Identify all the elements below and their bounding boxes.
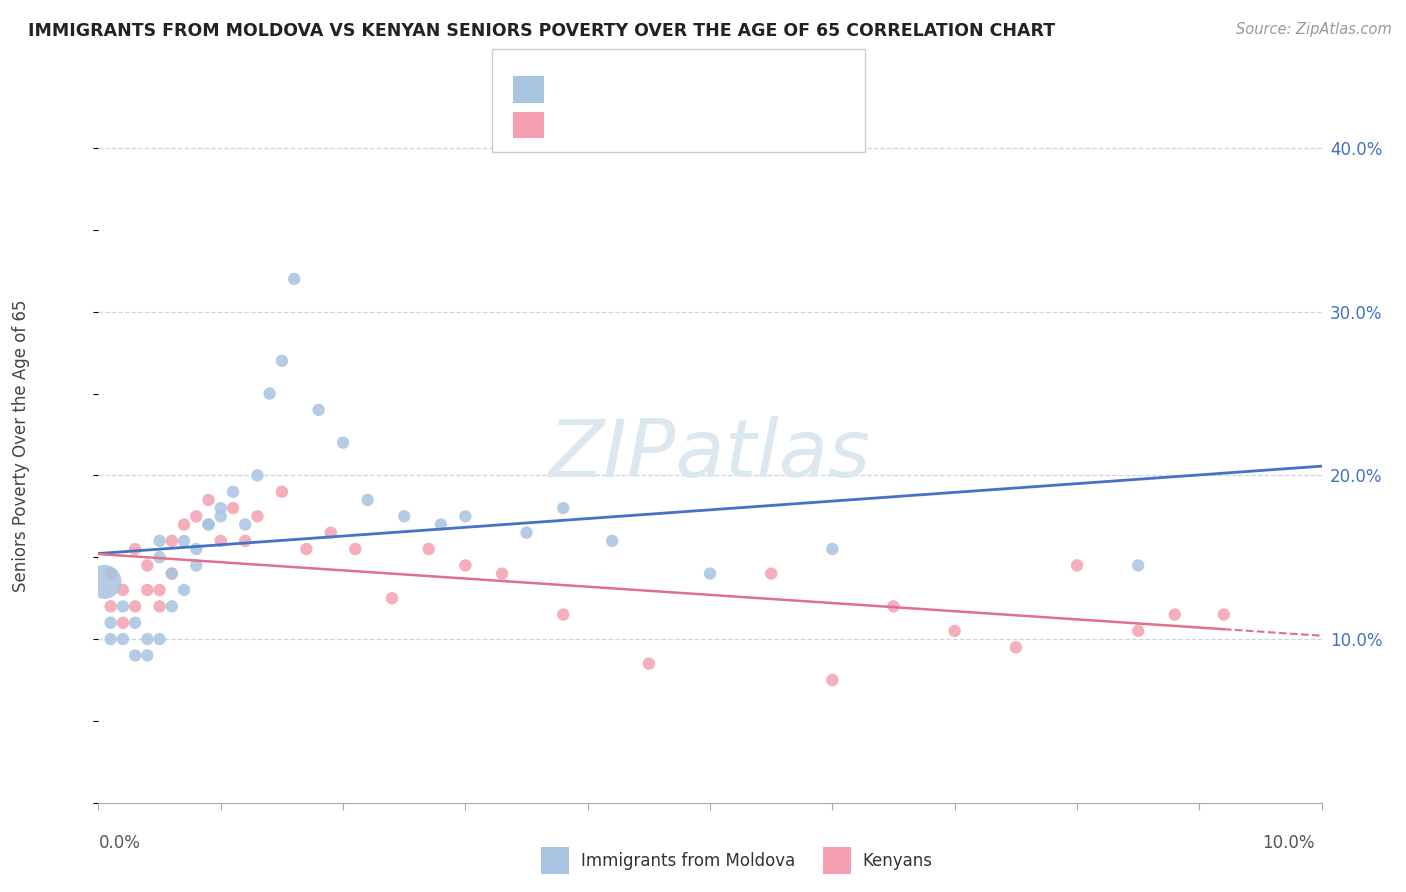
Point	[332, 435, 354, 450]
Point	[111, 632, 134, 646]
Point	[136, 558, 159, 573]
Point	[197, 517, 219, 532]
Point	[136, 632, 159, 646]
Point	[637, 657, 661, 671]
Point	[124, 615, 146, 630]
Text: 10.0%: 10.0%	[1263, 834, 1315, 852]
Point	[283, 272, 305, 286]
Point	[100, 615, 122, 630]
Point	[270, 353, 292, 368]
Point	[111, 582, 134, 597]
Point	[246, 509, 269, 524]
Point	[186, 509, 208, 524]
Point	[173, 533, 195, 548]
Text: IMMIGRANTS FROM MOLDOVA VS KENYAN SENIORS POVERTY OVER THE AGE OF 65 CORRELATION: IMMIGRANTS FROM MOLDOVA VS KENYAN SENIOR…	[28, 22, 1056, 40]
Text: R =  0.064   N = 40: R = 0.064 N = 40	[555, 79, 740, 99]
Point	[136, 648, 159, 663]
Point	[821, 673, 844, 687]
Point	[553, 607, 575, 622]
Point	[111, 599, 134, 614]
Point	[197, 517, 219, 532]
Point	[100, 566, 122, 581]
Point	[600, 533, 623, 548]
Point	[149, 599, 172, 614]
Point	[209, 501, 232, 516]
Point	[160, 533, 183, 548]
Point	[308, 403, 330, 417]
Point	[186, 558, 208, 573]
Point	[149, 533, 172, 548]
Point	[1004, 640, 1026, 655]
Point	[186, 542, 208, 557]
Point	[259, 386, 281, 401]
Point	[222, 501, 245, 516]
Point	[149, 550, 172, 565]
Point	[124, 648, 146, 663]
Point	[821, 542, 844, 557]
Point	[173, 517, 195, 532]
Point	[222, 484, 245, 499]
Text: R = -0.083   N = 38: R = -0.083 N = 38	[555, 115, 740, 135]
Point	[100, 632, 122, 646]
Point	[93, 574, 115, 589]
Point	[454, 509, 477, 524]
Point	[319, 525, 342, 540]
Point	[430, 517, 453, 532]
Point	[759, 566, 782, 581]
Point	[197, 492, 219, 507]
Point	[1066, 558, 1088, 573]
Point	[124, 542, 146, 557]
Point	[136, 582, 159, 597]
Point	[209, 509, 232, 524]
Point	[209, 533, 232, 548]
Text: Immigrants from Moldova: Immigrants from Moldova	[581, 852, 794, 870]
Point	[124, 599, 146, 614]
Point	[356, 492, 378, 507]
Point	[1212, 607, 1234, 622]
Point	[160, 566, 183, 581]
Point	[516, 525, 538, 540]
Point	[699, 566, 721, 581]
Point	[1128, 558, 1150, 573]
Point	[270, 484, 292, 499]
Point	[454, 558, 477, 573]
Point	[943, 624, 966, 638]
Text: ZIPatlas: ZIPatlas	[548, 416, 872, 494]
Point	[553, 501, 575, 516]
Text: 0.0%: 0.0%	[98, 834, 141, 852]
Point	[233, 517, 256, 532]
Text: Kenyans: Kenyans	[862, 852, 932, 870]
Point	[100, 599, 122, 614]
Point	[149, 582, 172, 597]
Text: Source: ZipAtlas.com: Source: ZipAtlas.com	[1236, 22, 1392, 37]
Point	[173, 582, 195, 597]
Point	[233, 533, 256, 548]
Point	[246, 468, 269, 483]
Point	[149, 632, 172, 646]
Point	[883, 599, 905, 614]
Point	[418, 542, 440, 557]
Point	[160, 566, 183, 581]
Point	[344, 542, 367, 557]
Point	[392, 509, 416, 524]
Point	[1164, 607, 1187, 622]
Point	[160, 599, 183, 614]
Point	[1128, 624, 1150, 638]
Point	[491, 566, 513, 581]
Text: Seniors Poverty Over the Age of 65: Seniors Poverty Over the Age of 65	[13, 300, 30, 592]
Point	[381, 591, 404, 606]
Point	[111, 615, 134, 630]
Point	[295, 542, 318, 557]
